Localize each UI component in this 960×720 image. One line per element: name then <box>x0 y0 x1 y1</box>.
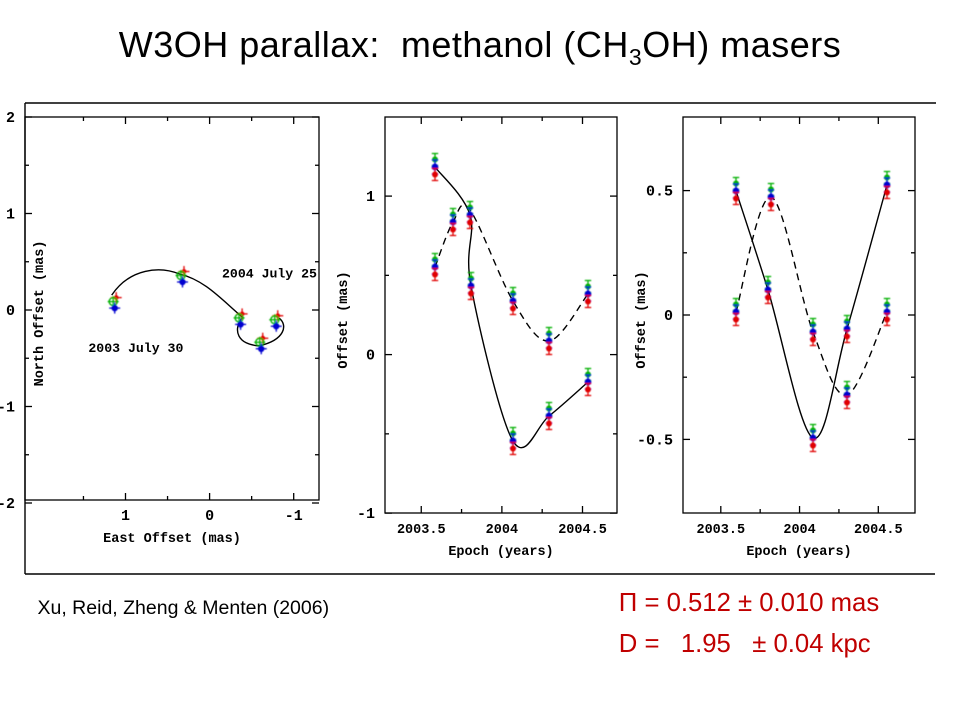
svg-text:Epoch (years): Epoch (years) <box>448 545 553 560</box>
svg-text:2004 July 25: 2004 July 25 <box>222 266 317 281</box>
svg-text:-0.5: -0.5 <box>637 432 673 449</box>
svg-text:2003.5: 2003.5 <box>696 523 745 538</box>
svg-text:-2: -2 <box>0 496 15 513</box>
svg-text:Epoch (years): Epoch (years) <box>746 545 851 560</box>
svg-text:1: 1 <box>366 189 375 206</box>
svg-text:1: 1 <box>6 207 15 224</box>
svg-text:-1: -1 <box>357 506 375 523</box>
svg-text:Offset (mas): Offset (mas) <box>635 271 650 368</box>
svg-text:Offset (mas): Offset (mas) <box>337 271 352 368</box>
svg-text:2004.5: 2004.5 <box>854 523 903 538</box>
svg-text:2004: 2004 <box>783 523 815 538</box>
svg-text:-1: -1 <box>285 508 303 525</box>
svg-text:0: 0 <box>6 303 15 320</box>
svg-text:Π = 0.512 ± 0.010 mas: Π = 0.512 ± 0.010 mas <box>619 589 879 617</box>
svg-text:0.5: 0.5 <box>646 184 673 201</box>
svg-text:2003.5: 2003.5 <box>397 523 446 538</box>
svg-text:2004: 2004 <box>486 523 518 538</box>
svg-text:1: 1 <box>121 508 130 525</box>
svg-text:2003 July 30: 2003 July 30 <box>88 341 183 356</box>
svg-text:0: 0 <box>205 508 214 525</box>
svg-text:East Offset (mas): East Offset (mas) <box>103 532 241 547</box>
svg-text:0: 0 <box>366 348 375 365</box>
svg-text:0: 0 <box>664 308 673 325</box>
svg-text:Xu, Reid, Zheng & Menten (2006: Xu, Reid, Zheng & Menten (2006) <box>38 597 330 619</box>
svg-text:2: 2 <box>6 110 15 127</box>
svg-text:D = 1.95 ± 0.04 kpc: D = 1.95 ± 0.04 kpc <box>619 630 871 658</box>
svg-text:-1: -1 <box>0 400 15 417</box>
svg-text:2004.5: 2004.5 <box>558 523 607 538</box>
svg-text:North Offset (mas): North Offset (mas) <box>33 241 48 387</box>
